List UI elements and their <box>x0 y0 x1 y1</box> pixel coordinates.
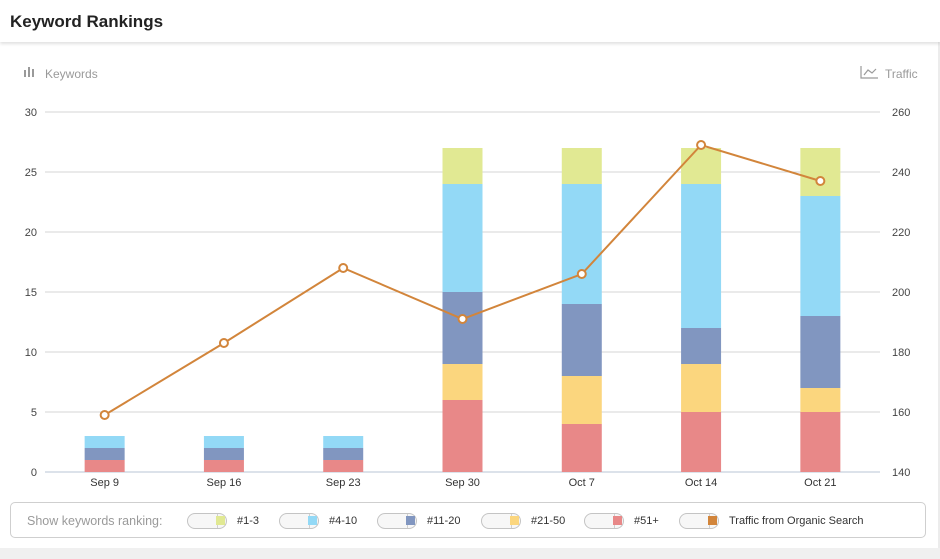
x-tick-label: Sep 30 <box>445 477 480 489</box>
y-tick-label: 20 <box>25 227 37 239</box>
bar-segment <box>442 184 483 292</box>
legend-caption: Show keywords ranking: <box>27 514 163 528</box>
traffic-line <box>99 140 826 420</box>
y-tick-label: 5 <box>31 407 37 419</box>
bar-segment <box>561 184 602 304</box>
legend-label: #51+ <box>634 515 659 527</box>
bar-segment <box>442 292 483 364</box>
bar-segment <box>442 364 483 400</box>
bar-segment <box>323 460 364 472</box>
bar-segment <box>561 304 602 376</box>
x-tick-label: Sep 23 <box>326 477 361 489</box>
bar-segment <box>681 412 722 472</box>
panel-header: Keyword Rankings <box>0 0 940 42</box>
panel-title: Keyword Rankings <box>10 12 164 31</box>
bar-segment <box>800 148 841 196</box>
x-tick-label: Sep 16 <box>206 477 241 489</box>
y2-tick-label: 240 <box>892 167 910 179</box>
y2-tick-label: 260 <box>892 107 910 119</box>
bar-segment <box>203 460 244 472</box>
bars <box>84 148 841 472</box>
bar-segment <box>681 148 722 184</box>
traffic-point <box>696 140 707 150</box>
bar-segment <box>84 460 125 472</box>
legend-panel: Show keywords ranking: #1-3 #4-10 #11-20… <box>10 502 926 538</box>
traffic-point <box>99 410 110 420</box>
legend-label: #21-50 <box>531 515 566 527</box>
bar-segment <box>800 388 841 412</box>
right-axis-label: Traffic <box>885 67 918 81</box>
bar-segment <box>203 448 244 460</box>
legend-swatch <box>308 516 317 525</box>
y2-tick-label: 140 <box>892 467 910 479</box>
left-tick-labels: 0 5 10 15 20 25 30 <box>25 107 37 479</box>
y-tick-label: 30 <box>25 107 37 119</box>
bar-segment <box>681 184 722 328</box>
legend-swatch <box>216 516 225 525</box>
bar-segment <box>681 364 722 412</box>
bar-segment <box>800 196 841 316</box>
bar-segment <box>84 448 125 460</box>
bottom-strip <box>0 548 940 559</box>
keyword-rankings-chart: Keywords Traffic 0 5 10 15 20 25 30 140 160 180 2… <box>24 66 918 489</box>
legend-label: #11-20 <box>427 515 461 527</box>
legend-label: #4-10 <box>329 515 358 527</box>
bar-segment <box>561 376 602 424</box>
bar-segment <box>442 400 483 472</box>
y-tick-label: 25 <box>25 167 37 179</box>
traffic-point <box>815 176 826 186</box>
left-axis-label: Keywords <box>45 67 98 81</box>
y-tick-label: 15 <box>25 287 37 299</box>
legend-label: #1-3 <box>237 515 260 527</box>
bar-segment <box>84 436 125 448</box>
traffic-point <box>218 338 229 348</box>
traffic-point <box>338 263 349 273</box>
x-tick-label: Oct 7 <box>569 477 595 489</box>
y-tick-label: 0 <box>31 467 37 479</box>
right-tick-labels: 140 160 180 200 220 240 260 <box>892 107 910 479</box>
bar-segment <box>800 316 841 388</box>
bar-chart-icon <box>24 67 34 77</box>
bar-segment <box>681 328 722 364</box>
y2-tick-label: 200 <box>892 287 910 299</box>
grid-lines <box>45 111 880 473</box>
x-tick-label: Sep 9 <box>90 477 119 489</box>
x-tick-label: Oct 21 <box>804 477 836 489</box>
y-tick-label: 10 <box>25 347 37 359</box>
traffic-point <box>576 269 587 279</box>
bar-segment <box>203 436 244 448</box>
panel-border <box>938 0 940 559</box>
traffic-point <box>457 314 468 324</box>
bar-segment <box>323 448 364 460</box>
bar-segment <box>561 148 602 184</box>
legend-swatch <box>708 516 717 525</box>
x-tick-label: Oct 14 <box>685 477 717 489</box>
y2-tick-label: 160 <box>892 407 910 419</box>
line-chart-icon <box>860 66 878 79</box>
y2-tick-label: 180 <box>892 347 910 359</box>
bar-segment <box>800 412 841 472</box>
legend-swatch <box>406 516 415 525</box>
bar-segment <box>323 436 364 448</box>
legend-swatch <box>510 516 519 525</box>
bar-segment <box>442 148 483 184</box>
bar-segment <box>561 424 602 472</box>
legend-swatch <box>613 516 622 525</box>
legend-label: Traffic from Organic Search <box>729 515 864 527</box>
x-tick-labels: Sep 9 Sep 16 Sep 23 Sep 30 Oct 7 Oct 14 Oct 21 <box>90 477 836 489</box>
y2-tick-label: 220 <box>892 227 910 239</box>
